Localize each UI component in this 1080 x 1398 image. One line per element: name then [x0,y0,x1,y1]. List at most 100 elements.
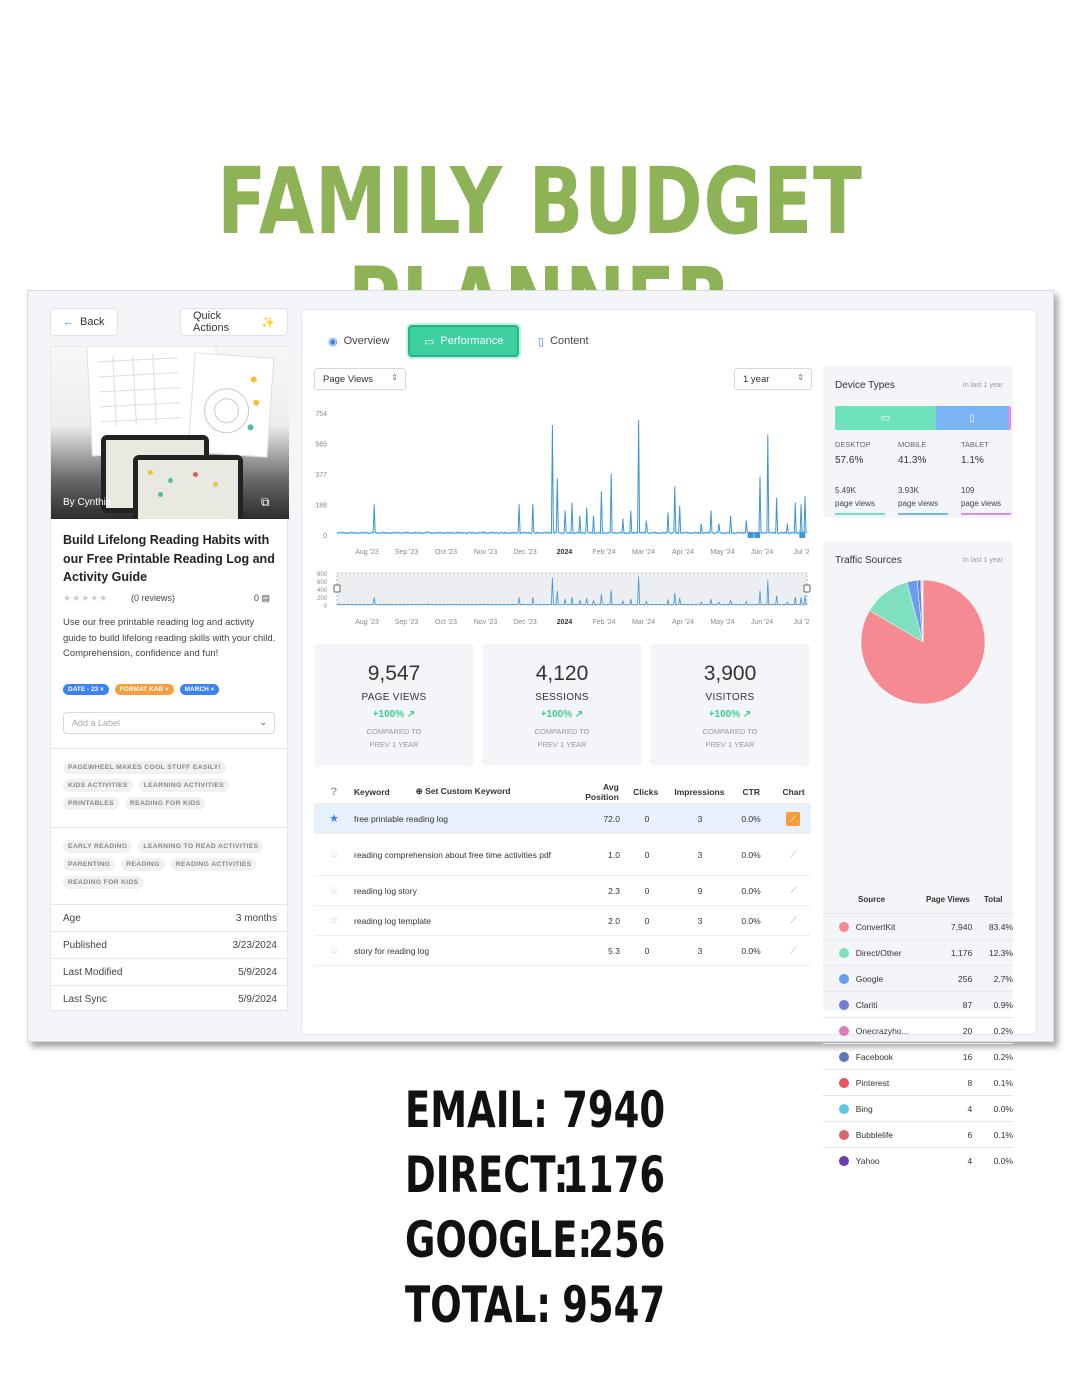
stat-compare-line1: COMPARED TO [702,727,758,736]
page-views-line [336,420,808,535]
keyword-row[interactable]: ☆ story for reading log 5.3 0 3 0.0% ⟋ [314,936,811,966]
stat-change: +100% ↗ [708,709,752,720]
arrow-left-icon: ← [63,316,74,328]
x-tick-label: Aug '23 [355,549,379,556]
source-row[interactable]: Google 256 2.7% [823,965,1013,991]
source-name: Bubblelife [855,1129,894,1140]
traffic-sources-title: Traffic Sources [835,555,902,566]
summary-list: EMAIL: 7940 DIRECT: 1176 GOOGLE: 256 TOTAL: 954… [405,1078,675,1338]
tag[interactable]: KIDS ACTIVITIES [63,779,133,792]
label-chip[interactable]: FORMAT KAB × [114,684,174,695]
label-chip[interactable]: DATE - 23 × [63,684,109,695]
device-column: TABLET 1.1% 109 page views [961,440,1011,515]
quick-actions-button[interactable]: Quick Actions ✨ [180,308,288,336]
post-thumbnail[interactable]: By Cynthia ⧉ [51,347,289,519]
device-share-bar[interactable]: ▭ ▯ [835,406,1011,430]
stat-label: SESSIONS [535,692,589,703]
tab-overview[interactable]: ◉ Overview [328,325,389,357]
trend-chart-icon[interactable]: ⟋ [790,885,797,895]
ctr: 0.0% [741,813,761,824]
add-label-select[interactable]: Add a Label ⌄ [63,712,275,734]
brush-handle-right[interactable] [803,584,811,593]
trend-chart-icon[interactable]: ⟋ [786,811,800,826]
star-icon[interactable]: ☆ [329,915,339,927]
source-row[interactable]: Direct/Other 1,176 12.3% [823,939,1013,965]
device-share-segment[interactable] [1008,406,1011,430]
trend-chart-icon[interactable]: ⟋ [790,945,797,955]
trend-chart-icon[interactable]: ⟋ [790,915,797,925]
summary-label: GOOGLE: [405,1211,593,1269]
event-marker-icon[interactable] [754,532,761,538]
metric-select[interactable]: Page Views ⇕ [314,368,406,390]
source-row[interactable]: ConvertKit 7,940 83.4% [823,913,1013,939]
external-link-icon[interactable]: ⧉ [261,495,270,509]
tag[interactable]: READING FOR KIDS [63,876,144,889]
star-icon[interactable]: ★ [329,813,339,825]
device-share-segment[interactable]: ▭ [835,406,936,430]
stat-value: 4,120 [535,662,589,685]
trend-chart-icon[interactable]: ⟋ [790,849,797,859]
post-description: Use our free printable reading log and a… [63,617,276,659]
tag[interactable]: LEARNING TO READ ACTIVITIES [138,840,264,853]
post-title: Build Lifelong Reading Habits with our F… [63,533,275,584]
tag[interactable]: PRINTABLES [63,797,119,810]
range-brush[interactable] [336,572,808,606]
tab-content[interactable]: ▯ Content [538,325,589,357]
document-icon: ▯ [538,335,545,348]
summary-label: DIRECT: [405,1146,569,1204]
overview-x-tick-label: Mar '24 [632,619,655,626]
source-row[interactable]: Bing 4 0.0% [823,1095,1013,1121]
tab-performance[interactable]: ▭ Performance [408,325,520,357]
source-color-dot [839,999,849,1010]
tag[interactable]: PAGEWHEEL MAKES COOL STUFF EASILY! [63,761,227,774]
device-name: DESKTOP [835,440,871,449]
event-marker-icon[interactable] [747,532,754,538]
source-row[interactable]: Bubblelife 6 0.1% [823,1121,1013,1147]
tag[interactable]: PARENTING [63,858,116,871]
mobile-icon: ▯ [969,412,975,424]
tag[interactable]: READING ACTIVITIES [170,858,257,871]
summary-label: TOTAL: [405,1276,552,1334]
wheel-icon [204,376,260,434]
range-select[interactable]: 1 year ⇕ [734,368,812,390]
tag[interactable]: LEARNING ACTIVITIES [138,779,229,792]
star-icon[interactable]: ☆ [329,849,339,861]
tag[interactable]: READING [121,858,165,871]
comment-count: 0 ▤ [254,593,271,603]
source-row[interactable]: Facebook 16 0.2% [823,1043,1013,1069]
source-total: 2.7% [993,973,1013,984]
x-tick-label: Oct '23 [435,549,457,556]
brush-handle-left[interactable] [333,584,341,593]
clicks: 0 [644,849,650,860]
star-icon[interactable]: ☆ [329,945,339,957]
x-tick-label: Feb '24 [592,549,615,556]
set-custom-keyword-button[interactable]: ⊕ Set Custom Keyword [416,786,569,797]
ctr: 0.0% [741,849,761,860]
keyword-row[interactable]: ☆ reading comprehension about free time a… [314,834,811,876]
keyword-header: Keyword [353,786,390,797]
stat-value: 3,900 [703,662,757,685]
help-icon[interactable]: ? [330,785,338,798]
source-row[interactable]: Pinterest 8 0.1% [823,1069,1013,1095]
event-marker-icon[interactable] [799,532,806,538]
page-views-header: Page Views [926,895,970,904]
traffic-pie-chart[interactable] [823,571,1013,711]
label-chip[interactable]: MARCH × [179,684,220,695]
keyword-row[interactable]: ☆ reading log story 2.3 0 9 0.0% ⟋ [314,876,811,906]
star-icon[interactable]: ☆ [329,885,339,897]
tag[interactable]: READING FOR KIDS [124,797,206,810]
tag[interactable]: EARLY READING [63,840,133,853]
clicks: 0 [644,915,650,926]
source-row[interactable]: Onecrazyho... 20 0.2% [823,1017,1013,1043]
device-share-segment[interactable]: ▯ [935,406,1009,430]
stat-label: PAGE VIEWS [361,692,427,703]
rating-stars-icon[interactable]: ★★★★★ [63,593,109,603]
keyword-row[interactable]: ★ free printable reading log 72.0 0 3 0.0% ⟋ [314,804,811,834]
source-row[interactable]: Yahoo 4 0.0% [823,1147,1013,1173]
page-views-chart[interactable]: 754 565 377 188 0 Aug '23 Aug '23 Sep '23 Sep '2… [312,405,812,630]
eye-icon: ◉ [328,335,338,348]
keyword-row[interactable]: ☆ reading log template 2.0 0 3 0.0% ⟋ [314,906,811,936]
back-button[interactable]: ← Back [50,308,118,336]
impressions-header: Impressions [674,786,725,797]
source-row[interactable]: Clariti 87 0.9% [823,991,1013,1017]
